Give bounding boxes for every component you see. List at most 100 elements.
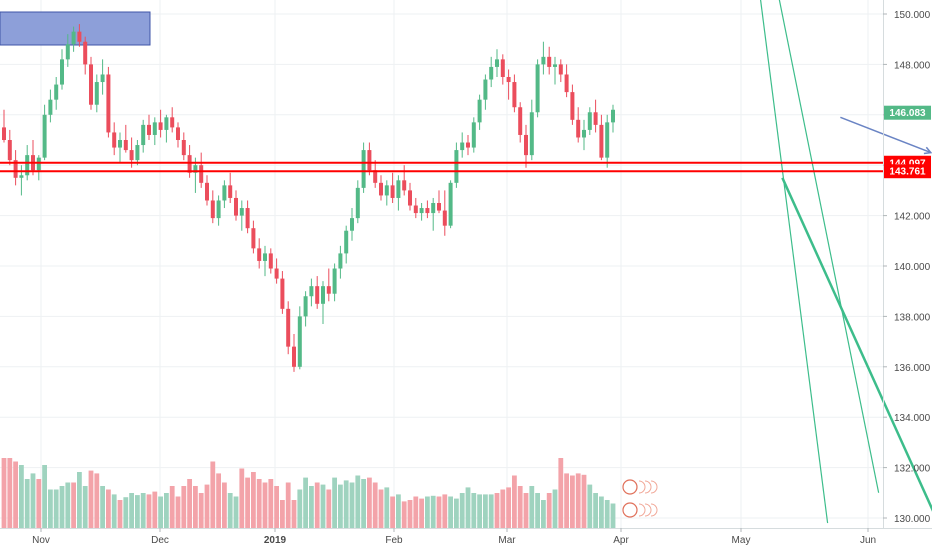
candle[interactable] xyxy=(558,59,563,83)
candle[interactable] xyxy=(187,145,192,178)
candle[interactable] xyxy=(100,59,105,95)
candle[interactable] xyxy=(222,180,227,209)
candle[interactable] xyxy=(216,195,221,226)
candle[interactable] xyxy=(234,190,238,221)
candle[interactable] xyxy=(582,119,586,151)
candle[interactable] xyxy=(36,155,41,181)
candle[interactable] xyxy=(118,132,122,163)
candle[interactable] xyxy=(89,56,93,110)
candle[interactable] xyxy=(19,165,24,196)
candle[interactable] xyxy=(419,203,424,221)
candle[interactable] xyxy=(54,77,59,110)
indicator-badge-icon[interactable] xyxy=(622,479,638,495)
candle[interactable] xyxy=(245,200,250,234)
candle[interactable] xyxy=(303,291,308,327)
candle[interactable] xyxy=(257,238,262,269)
candle[interactable] xyxy=(251,220,256,254)
candle[interactable] xyxy=(71,26,76,52)
candle[interactable] xyxy=(431,197,436,231)
candle[interactable] xyxy=(489,56,494,88)
candle[interactable] xyxy=(83,36,88,75)
support-levels[interactable] xyxy=(0,161,883,173)
candle[interactable] xyxy=(344,225,349,264)
candle[interactable] xyxy=(286,301,291,355)
candle[interactable] xyxy=(2,109,6,143)
price-axis[interactable]: 150.000148.000146.000144.000142.000140.0… xyxy=(883,10,931,525)
candle[interactable] xyxy=(65,34,70,67)
candle[interactable] xyxy=(437,190,441,214)
candle[interactable] xyxy=(529,99,534,161)
candle[interactable] xyxy=(396,175,401,211)
candle[interactable] xyxy=(112,122,117,156)
candle[interactable] xyxy=(483,74,488,110)
candle[interactable] xyxy=(413,197,418,219)
candle[interactable] xyxy=(94,74,99,113)
candle[interactable] xyxy=(576,107,581,143)
candle[interactable] xyxy=(309,278,314,307)
candle[interactable] xyxy=(292,334,296,372)
candle[interactable] xyxy=(454,142,459,188)
candle[interactable] xyxy=(7,129,12,166)
candle[interactable] xyxy=(181,132,186,161)
candle[interactable] xyxy=(205,175,209,206)
candle[interactable] xyxy=(367,142,372,176)
rising-trendline[interactable] xyxy=(781,177,932,536)
candle[interactable] xyxy=(135,140,140,166)
candle[interactable] xyxy=(228,172,233,203)
candle[interactable] xyxy=(350,208,354,241)
candle[interactable] xyxy=(379,175,383,201)
candle[interactable] xyxy=(477,94,482,130)
candle[interactable] xyxy=(408,182,412,211)
candle[interactable] xyxy=(338,245,343,279)
channel-line[interactable] xyxy=(759,0,829,524)
candle[interactable] xyxy=(141,119,146,153)
drawings-front[interactable] xyxy=(781,116,932,536)
candle[interactable] xyxy=(442,190,447,236)
candle[interactable] xyxy=(390,172,395,203)
candle[interactable] xyxy=(541,41,546,75)
candle[interactable] xyxy=(599,114,604,161)
candle[interactable] xyxy=(48,89,53,123)
candle[interactable] xyxy=(239,200,244,231)
channel-line[interactable] xyxy=(757,0,880,493)
candle[interactable] xyxy=(384,180,389,206)
indicator-badge-icon[interactable] xyxy=(622,502,638,518)
candle[interactable] xyxy=(587,107,592,135)
candle[interactable] xyxy=(13,150,18,186)
candle[interactable] xyxy=(506,69,511,100)
candle[interactable] xyxy=(518,102,523,143)
candle[interactable] xyxy=(535,59,540,118)
candle[interactable] xyxy=(77,24,82,47)
projection-arrow[interactable] xyxy=(840,116,932,154)
candle[interactable] xyxy=(263,245,267,277)
candle[interactable] xyxy=(471,117,476,153)
candle[interactable] xyxy=(466,134,470,156)
candle[interactable] xyxy=(326,268,331,302)
candle[interactable] xyxy=(170,107,175,133)
candle[interactable] xyxy=(164,114,169,143)
candle[interactable] xyxy=(373,160,378,188)
candle[interactable] xyxy=(147,114,151,140)
indicator-badges[interactable] xyxy=(622,479,658,518)
candle[interactable] xyxy=(605,114,610,168)
candle[interactable] xyxy=(274,258,279,284)
candle[interactable] xyxy=(31,140,35,176)
candle[interactable] xyxy=(495,49,499,77)
candle[interactable] xyxy=(210,190,215,224)
candle[interactable] xyxy=(553,56,557,85)
candle[interactable] xyxy=(42,104,47,161)
candle[interactable] xyxy=(611,104,615,133)
candle[interactable] xyxy=(524,124,528,168)
candle[interactable] xyxy=(297,306,302,370)
candle[interactable] xyxy=(315,276,320,309)
time-axis[interactable]: Nov Dec 2019 Feb Mar Apr May Jun xyxy=(32,528,876,546)
candle[interactable] xyxy=(158,109,163,138)
candle[interactable] xyxy=(593,99,598,133)
candlesticks[interactable] xyxy=(2,24,615,372)
candle[interactable] xyxy=(176,122,180,148)
candle[interactable] xyxy=(425,200,430,219)
candle[interactable] xyxy=(460,132,465,158)
candle[interactable] xyxy=(332,263,337,302)
candle[interactable] xyxy=(564,64,569,98)
